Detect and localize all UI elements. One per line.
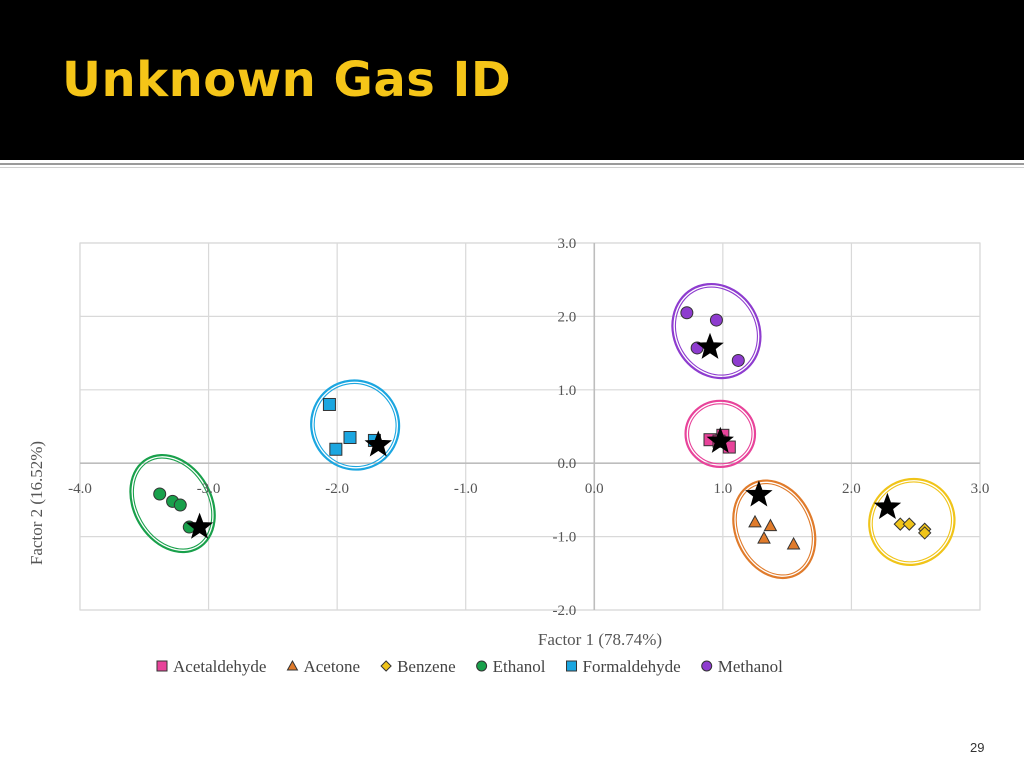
x-tick-label: 1.0 xyxy=(713,481,732,497)
point-methanol xyxy=(731,353,745,367)
ellipse-outer-ring xyxy=(868,477,956,566)
point-benzene xyxy=(893,517,907,531)
cluster-ellipse-methanol xyxy=(671,282,762,380)
point-acetone xyxy=(786,536,801,550)
legend-item-ethanol: Ethanol xyxy=(476,657,546,676)
ellipse-outer-ring xyxy=(684,399,757,468)
legend-item-methanol: Methanol xyxy=(701,657,783,676)
legend-label: Methanol xyxy=(718,657,783,676)
x-tick-label: -2.0 xyxy=(325,481,349,497)
slide-title: Unknown Gas ID xyxy=(62,52,512,108)
legend-swatch-methanol xyxy=(701,660,713,672)
legend-label: Ethanol xyxy=(493,657,546,676)
legend: Acetaldehyde Acetone Benzene Ethanol Formald… xyxy=(156,657,783,676)
point-acetone xyxy=(748,514,762,528)
divider-line-thin xyxy=(0,167,1024,168)
point-benzene xyxy=(918,526,932,540)
legend-item-formaldehyde: Formaldehyde xyxy=(566,657,681,676)
cluster-ellipse-acetone xyxy=(732,479,817,580)
legend-swatch-acetaldehyde xyxy=(156,660,168,672)
x-tick-label: 3.0 xyxy=(971,481,990,497)
unknown-star xyxy=(745,480,773,507)
ellipse-inner-ring xyxy=(735,482,813,576)
legend-label: Acetone xyxy=(303,657,360,676)
ellipse-inner-ring xyxy=(871,481,953,563)
plot-frame xyxy=(79,242,981,611)
point-acetone xyxy=(763,518,778,532)
ellipse-outer-ring xyxy=(310,379,401,471)
unknown-star xyxy=(364,430,392,457)
y-tick-label: -2.0 xyxy=(553,603,577,619)
ellipse-inner-ring xyxy=(132,457,213,550)
point-benzene xyxy=(902,517,916,531)
unknown-star xyxy=(873,492,902,519)
point-ethanol xyxy=(173,498,187,512)
cluster-ellipse-ethanol xyxy=(129,453,216,554)
x-axis-label: Factor 1 (78.74%) xyxy=(538,630,662,649)
ellipse-outer-ring xyxy=(129,453,216,554)
x-tick-label: -4.0 xyxy=(68,481,92,497)
y-tick-label: -1.0 xyxy=(553,530,577,546)
legend-swatch-ethanol xyxy=(476,660,488,672)
x-tick-label: -1.0 xyxy=(454,481,478,497)
tick-labels: -4.0 -3.0 -2.0 -1.0 0.0 1.0 2.0 3.0 -2.0 -1.0 0.0 1… xyxy=(68,236,989,619)
y-tick-label: 2.0 xyxy=(558,309,577,325)
legend-swatch-formaldehyde xyxy=(566,660,578,672)
legend-swatch-benzene xyxy=(380,660,392,672)
x-tick-label: 2.0 xyxy=(842,481,861,497)
y-tick-label: 0.0 xyxy=(558,456,577,472)
point-methanol xyxy=(680,306,694,320)
y-axis-label: Factor 2 (16.52%) xyxy=(27,441,46,565)
axes xyxy=(80,243,980,610)
y-tick-label: 3.0 xyxy=(558,236,577,252)
ellipse-inner-ring xyxy=(313,382,397,468)
x-tick-label: -3.0 xyxy=(197,481,221,497)
x-tick-label: 0.0 xyxy=(585,481,604,497)
cluster-ellipse-formaldehyde xyxy=(310,379,401,471)
unknown-star xyxy=(706,426,734,453)
legend-label: Acetaldehyde xyxy=(173,657,266,676)
ellipse-inner-ring xyxy=(688,403,753,465)
page-number: 29 xyxy=(970,740,985,755)
title-bar: Unknown Gas ID xyxy=(0,0,1024,160)
point-ethanol xyxy=(153,487,167,501)
divider-line xyxy=(0,163,1024,165)
point-formaldehyde xyxy=(329,442,343,456)
cluster-ellipse-benzene xyxy=(868,477,956,566)
grid-lines xyxy=(79,242,981,611)
legend-item-acetone: Acetone xyxy=(286,657,360,676)
cluster-ellipse-acetaldehyde xyxy=(684,399,757,468)
data-points xyxy=(153,306,932,550)
ellipse-outer-ring xyxy=(671,282,762,380)
point-formaldehyde xyxy=(322,397,336,411)
unknown-star xyxy=(696,332,724,359)
legend-swatch-acetone xyxy=(286,659,299,671)
legend-item-acetaldehyde: Acetaldehyde xyxy=(156,657,266,676)
legend-label: Benzene xyxy=(397,657,456,676)
legend-item-benzene: Benzene xyxy=(380,657,456,676)
ellipse-outer-ring xyxy=(732,479,817,580)
ellipse-inner-ring xyxy=(674,286,758,376)
y-tick-label: 1.0 xyxy=(558,383,577,399)
unknown-star xyxy=(185,512,214,539)
cluster-ellipses xyxy=(129,282,956,580)
point-acetone xyxy=(757,531,771,544)
point-methanol xyxy=(709,313,723,327)
legend-label: Formaldehyde xyxy=(583,657,681,676)
point-formaldehyde xyxy=(343,431,357,445)
